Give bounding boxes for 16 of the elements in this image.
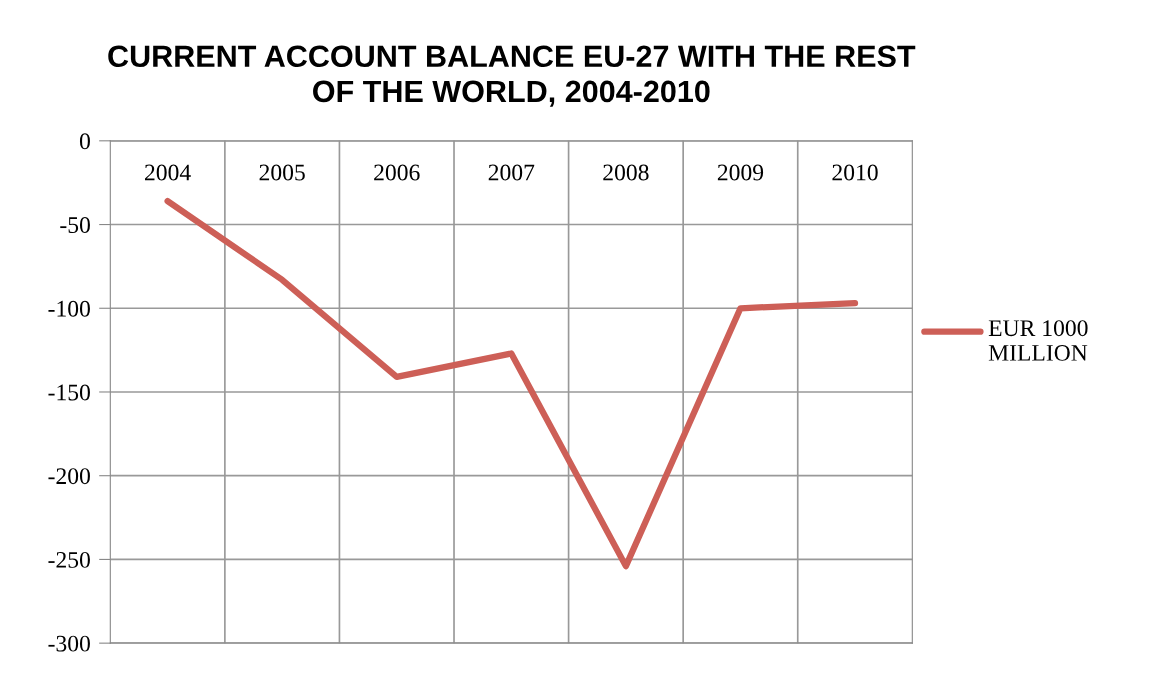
x-tick-label: 2008: [603, 164, 649, 181]
x-tick-label: 2007: [488, 164, 535, 181]
y-tick-label: 0: [79, 133, 90, 150]
x-tick-label: 2004: [145, 164, 191, 181]
legend-label: EUR 1000 MILLION: [988, 320, 1088, 361]
y-tick-label: -150: [48, 384, 90, 401]
y-tick-label: -50: [60, 217, 90, 233]
y-tick-label: -100: [48, 300, 90, 317]
y-tick-label: -250: [48, 551, 90, 568]
x-tick-label: 2009: [717, 164, 764, 181]
x-tick-label: 2006: [374, 164, 420, 181]
chart-title: CURRENT ACCOUNT BALANCE EU-27 WITH THE REST OF THE WORLD, 2004-2010: [108, 45, 916, 107]
x-tick-label: 2010: [832, 164, 878, 181]
x-tick-label: 2005: [259, 164, 305, 181]
y-tick-label: -300: [48, 635, 90, 652]
y-tick-label: -200: [48, 468, 90, 485]
